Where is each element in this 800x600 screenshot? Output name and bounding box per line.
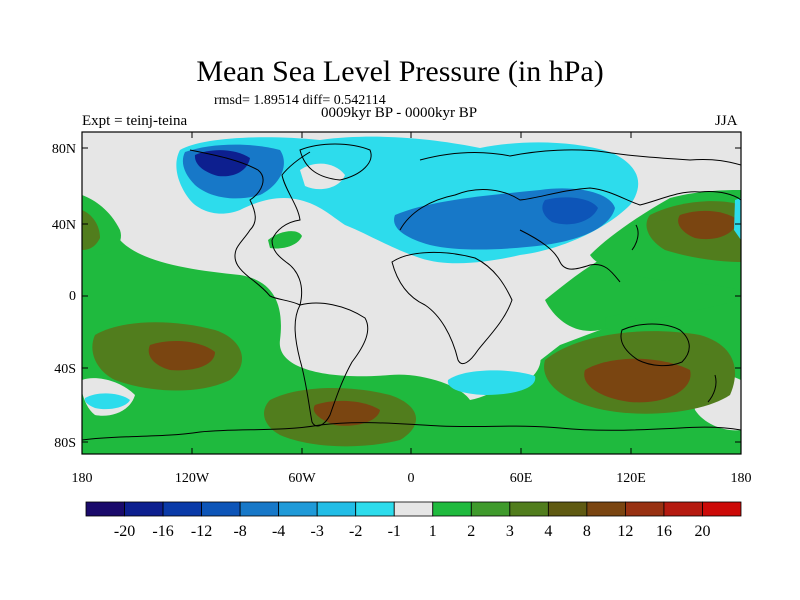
colorbar-label: -1	[388, 523, 401, 540]
colorbar-label: 20	[694, 523, 710, 540]
colorbar-swatch	[239, 501, 280, 517]
colorbar-swatch	[509, 501, 549, 517]
colorbar-swatch	[316, 501, 357, 517]
eurasia-coast	[399, 187, 741, 283]
positive-gulf-stream	[268, 231, 302, 249]
colorbar-swatch	[432, 501, 472, 517]
colorbar-swatch	[393, 501, 434, 517]
colorbar-swatch	[124, 501, 164, 517]
lat-label-40n: 40N	[52, 218, 76, 233]
negative-south-pacific-blob	[84, 393, 130, 410]
colorbar-label: -8	[233, 523, 246, 540]
north-america-coast	[189, 149, 311, 306]
colorbar-swatch	[85, 501, 125, 517]
colorbar-label: -2	[349, 523, 362, 540]
south-america-coast	[294, 302, 369, 427]
lon-label-120w: 120W	[175, 471, 210, 486]
lon-label-180w: 180	[72, 471, 93, 486]
positive-strong-north-pacific	[678, 210, 738, 240]
period-label: 0009kyr BP - 0000kyr BP	[321, 105, 478, 121]
experiment-label: Expt = teinj-teina	[82, 113, 188, 129]
positive-indian-patch	[605, 314, 640, 332]
colorbar-swatch	[547, 501, 588, 517]
colorbar-label: 1	[429, 523, 437, 540]
australia-coast	[620, 323, 690, 367]
axis-tick-marks	[81, 132, 742, 454]
lat-label-80n: 80N	[52, 142, 76, 157]
colorbar-label: -12	[191, 523, 212, 540]
positive-strong-south-pacific	[148, 340, 215, 371]
colorbar-label: -4	[272, 523, 285, 540]
colorbar-swatch	[201, 501, 241, 517]
longitude-labels: 180 120W 60W 0 60E 120E 180	[72, 471, 752, 486]
colorbar-swatch	[355, 501, 395, 517]
lat-label-80s: 80S	[54, 436, 76, 451]
colorbar-label: 12	[617, 523, 633, 540]
negative-south-atlantic-blob	[447, 370, 536, 395]
colorbar	[85, 501, 742, 517]
antarctica-coast	[82, 422, 741, 441]
lon-label-60w: 60W	[288, 471, 316, 486]
colorbar-swatch	[663, 501, 703, 517]
colorbar-label: 16	[656, 523, 672, 540]
new-zealand-coast	[707, 374, 717, 403]
lat-label-0: 0	[69, 289, 76, 304]
lon-label-120e: 120E	[616, 471, 646, 486]
positive-west-medium	[82, 210, 100, 250]
colorbar-swatch	[278, 501, 318, 517]
greenland-coast	[299, 143, 372, 181]
colorbar-label: 4	[544, 523, 552, 540]
chart-title: Mean Sea Level Pressure (in hPa)	[196, 55, 604, 88]
latitude-labels: 80N 40N 0 40S 80S	[52, 142, 76, 451]
colorbar-swatch	[470, 501, 511, 517]
negative-strong-asia	[542, 197, 598, 225]
colorbar-swatch	[586, 501, 626, 517]
colorbar-swatch	[702, 501, 742, 517]
colorbar-label: -16	[152, 523, 173, 540]
season-label: JJA	[715, 113, 738, 129]
positive-strong-indian	[584, 358, 691, 403]
colorbar-label: 8	[583, 523, 591, 540]
colorbar-label: 3	[506, 523, 514, 540]
colorbar-label: -3	[311, 523, 324, 540]
lon-label-60e: 60E	[510, 471, 533, 486]
colorbar-label: -20	[114, 523, 135, 540]
negative-strong-greenland	[194, 150, 250, 177]
siberia-coast	[419, 149, 741, 166]
lat-label-40s: 40S	[54, 362, 76, 377]
colorbar-labels: -20 -16 -12 -8 -4 -3 -2 -1 1 2 3 4 8 12 16 20	[114, 523, 711, 540]
colorbar-swatch	[162, 501, 202, 517]
lon-label-0: 0	[408, 471, 415, 486]
colorbar-label: 2	[467, 523, 475, 540]
anomaly-field	[82, 132, 741, 454]
negative-north-pacific-blob	[734, 198, 741, 240]
positive-strong-south-atlantic	[313, 400, 380, 426]
africa-coast	[391, 251, 513, 365]
japan-coast	[631, 224, 639, 251]
coastlines	[82, 143, 741, 441]
lon-label-180e: 180	[731, 471, 752, 486]
colorbar-swatch	[625, 501, 665, 517]
rmsd-diff-stats: rmsd= 1.89514 diff= 0.542114	[214, 93, 386, 108]
